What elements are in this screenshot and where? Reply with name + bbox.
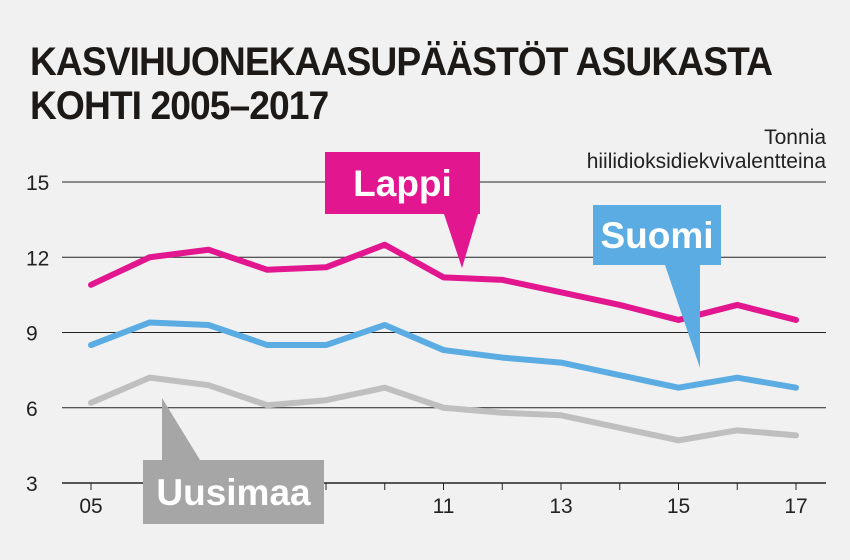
y-tick-label: 9 — [26, 323, 38, 346]
series-line-uusimaa — [88, 374, 799, 444]
callout-box-lappi — [325, 152, 480, 214]
y-tick-label: 3 — [26, 473, 38, 496]
callout-pointer-suomi — [665, 265, 700, 368]
y-tick-label: 12 — [26, 247, 49, 270]
callout-pointer-lappi — [444, 214, 478, 268]
callout-box-suomi — [593, 205, 721, 265]
y-axis-ticks: 3 6 9 12 15 — [26, 172, 49, 496]
series-line-suomi — [88, 319, 799, 391]
x-tick-label: 15 — [667, 495, 690, 518]
y-tick-label: 6 — [26, 398, 38, 421]
unit-label-line-2: hiilidioksidiekvivalentteina — [586, 150, 826, 173]
series-callouts: Lappi Suomi Uusimaa — [143, 152, 721, 524]
chart-title-line-1: KASVIHUONEKAASUPÄÄSTÖT ASUKASTA — [30, 40, 773, 84]
series-label-suomi: Suomi — [600, 215, 713, 256]
series-lines — [88, 241, 799, 444]
series-label-uusimaa: Uusimaa — [156, 472, 311, 513]
unit-label: Tonnia hiilidioksidiekvivalentteina — [587, 126, 826, 174]
chart-title-line-2: KOHTI 2005–2017 — [30, 84, 329, 128]
chart-title: KASVIHUONEKAASUPÄÄSTÖT ASUKASTA KOHTI 20… — [30, 40, 773, 128]
x-axis: 05 11 13 15 17 — [79, 483, 808, 518]
unit-label-line-1: Tonnia — [764, 126, 826, 149]
x-tick-label: 17 — [784, 495, 807, 518]
series-line-lappi — [88, 241, 799, 323]
x-tick-label: 05 — [79, 495, 102, 518]
series-label-lappi: Lappi — [353, 163, 452, 204]
x-tick-label: 11 — [433, 495, 455, 518]
callout-box-uusimaa — [143, 460, 324, 524]
callout-pointer-uusimaa — [162, 398, 200, 460]
y-tick-label: 15 — [26, 172, 49, 195]
x-tick-label: 13 — [549, 495, 572, 518]
